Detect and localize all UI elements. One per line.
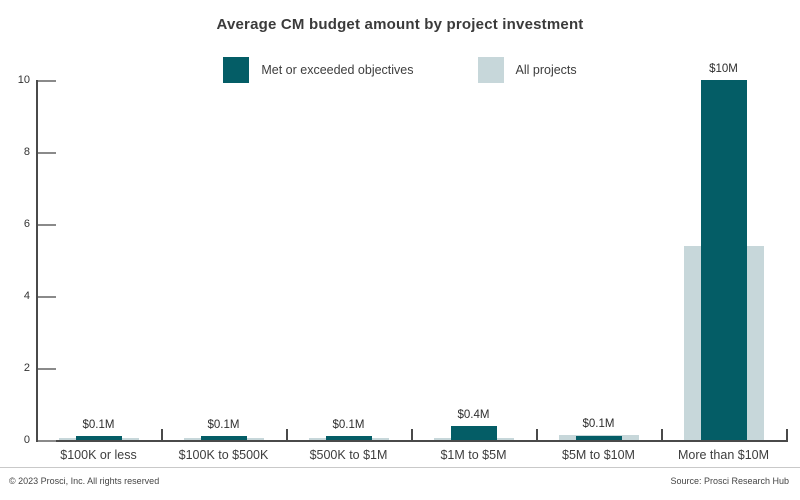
x-category-label: $100K or less	[60, 448, 137, 462]
copyright-text: © 2023 Prosci, Inc. All rights reserved	[9, 476, 160, 486]
x-category-label: $5M to $10M	[562, 448, 635, 462]
x-axis-tick	[661, 429, 663, 440]
x-axis-tick	[536, 429, 538, 440]
bar-value-label: $0.1M	[582, 417, 615, 430]
x-axis	[36, 440, 788, 442]
bar-met-or-exceeded-objectives	[200, 436, 247, 440]
y-tick	[37, 296, 56, 298]
y-tick	[37, 152, 56, 154]
y-tick-label: 0	[23, 434, 30, 446]
footer-divider	[0, 467, 800, 468]
x-category-label: More than $10M	[677, 448, 770, 462]
legend-item-met-or-exceeded: Met or exceeded objectives	[223, 57, 414, 83]
y-tick	[37, 224, 56, 226]
bar-value-label: $10M	[709, 63, 738, 75]
legend-item-all-projects: All projects	[477, 57, 577, 83]
bar-value-label: $0.1M	[82, 419, 115, 432]
y-tick-label: 10	[17, 74, 30, 86]
bar-value-label: $0.1M	[207, 419, 240, 432]
bar-value-label: $0.4M	[457, 408, 490, 421]
x-axis-tick	[411, 429, 413, 440]
x-category-label: $100K to $500K	[178, 448, 269, 462]
source-text: Source: Prosci Research Hub	[670, 476, 789, 486]
y-tick	[37, 440, 56, 442]
chart-legend: Met or exceeded objectives All projects	[0, 57, 800, 83]
y-tick-label: 8	[23, 146, 30, 158]
bar-met-or-exceeded-objectives	[575, 436, 622, 440]
x-axis-tick	[286, 429, 288, 440]
legend-swatch-all-projects	[477, 57, 504, 83]
bar-met-or-exceeded-objectives	[450, 425, 497, 440]
chart-title: Average CM budget amount by project inve…	[216, 16, 584, 33]
y-tick	[37, 368, 56, 370]
legend-swatch-met-or-exceeded	[223, 57, 250, 83]
bar-value-label: $0.1M	[332, 419, 365, 432]
x-axis-tick	[161, 429, 163, 440]
x-axis-tick	[786, 429, 788, 440]
y-axis	[36, 80, 38, 440]
y-tick-label: 6	[23, 218, 30, 230]
legend-label-met-or-exceeded: Met or exceeded objectives	[261, 63, 414, 77]
y-tick	[37, 80, 56, 82]
bar-met-or-exceeded-objectives	[325, 436, 372, 440]
y-tick-label: 4	[23, 290, 30, 302]
legend-label-all-projects: All projects	[515, 63, 577, 77]
x-category-label: $1M to $5M	[440, 448, 507, 462]
bar-met-or-exceeded-objectives	[700, 80, 747, 440]
y-tick-label: 2	[23, 362, 30, 374]
x-category-label: $500K to $1M	[309, 448, 388, 462]
bar-met-or-exceeded-objectives	[75, 436, 122, 440]
